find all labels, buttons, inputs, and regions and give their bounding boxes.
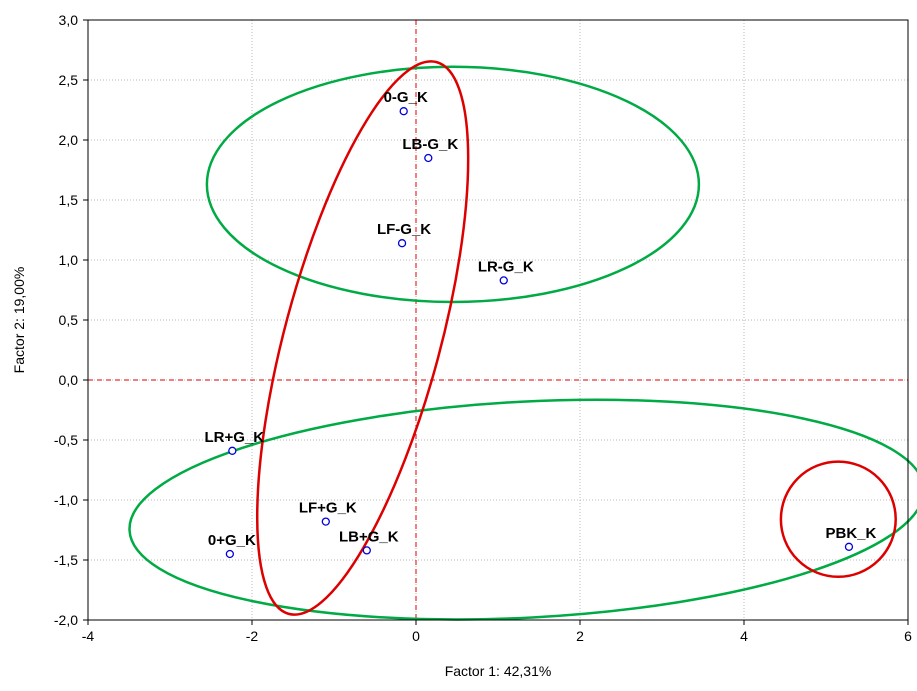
x-axis-ticks: -4 -2 0 2 4 6: [82, 620, 912, 644]
confidence-ellipse: [779, 460, 897, 579]
point-label: LF+G_K: [299, 500, 357, 517]
x-tick-label: -4: [82, 628, 95, 644]
x-tick-label: 4: [740, 628, 748, 644]
y-tick-label: 0,0: [59, 372, 79, 388]
confidence-ellipses: [128, 60, 917, 621]
point-label: LR-G_K: [478, 258, 534, 275]
y-tick-label: -1,5: [54, 552, 78, 568]
data-point: [499, 276, 508, 285]
grid-layer: [88, 20, 908, 620]
data-point: [399, 107, 408, 116]
y-tick-label: 2,5: [59, 72, 79, 88]
data-point: [844, 542, 854, 551]
y-tick-label: 3,0: [59, 12, 79, 28]
y-axis-ticks: -2,0 -1,5 -1,0 -0,5 0,0 0,5 1,0 1,5 2,0 2,5 3,0: [54, 12, 88, 628]
point-label: LF-G_K: [377, 221, 431, 238]
point-label: 0+G_K: [208, 532, 256, 549]
x-axis-title: Factor 1: 42,31%: [445, 663, 552, 679]
data-point: [225, 549, 235, 559]
x-tick-label: 6: [904, 628, 912, 644]
y-tick-label: -2,0: [54, 612, 78, 628]
y-tick-label: 1,0: [59, 252, 79, 268]
y-tick-label: -1,0: [54, 492, 78, 508]
confidence-ellipse: [128, 398, 917, 621]
data-point: [362, 546, 371, 555]
y-tick-label: -0,5: [54, 432, 78, 448]
confidence-ellipse: [255, 60, 470, 616]
point-label: 0-G_K: [384, 89, 428, 106]
x-tick-label: -2: [246, 628, 259, 644]
point-labels: 0-G_K LB-G_K LF-G_K LR-G_K LR+G_K LF+G_K 0+G_K…: [205, 89, 877, 549]
y-tick-label: 1,5: [59, 192, 79, 208]
point-label: PBK_K: [826, 525, 877, 542]
confidence-ellipse: [205, 65, 701, 304]
data-points: [225, 107, 854, 559]
data-point: [321, 517, 330, 526]
data-point: [424, 153, 433, 163]
y-axis-title: Factor 2: 19,00%: [11, 267, 27, 374]
y-tick-label: 0,5: [59, 312, 79, 328]
reference-lines: [88, 20, 908, 620]
point-label: LR+G_K: [205, 429, 265, 446]
point-label: LB-G_K: [402, 136, 458, 153]
x-tick-label: 2: [576, 628, 584, 644]
data-point: [397, 239, 407, 248]
x-tick-label: 0: [412, 628, 420, 644]
point-label: LB+G_K: [339, 528, 399, 545]
y-tick-label: 2,0: [59, 132, 79, 148]
data-point: [228, 446, 237, 455]
